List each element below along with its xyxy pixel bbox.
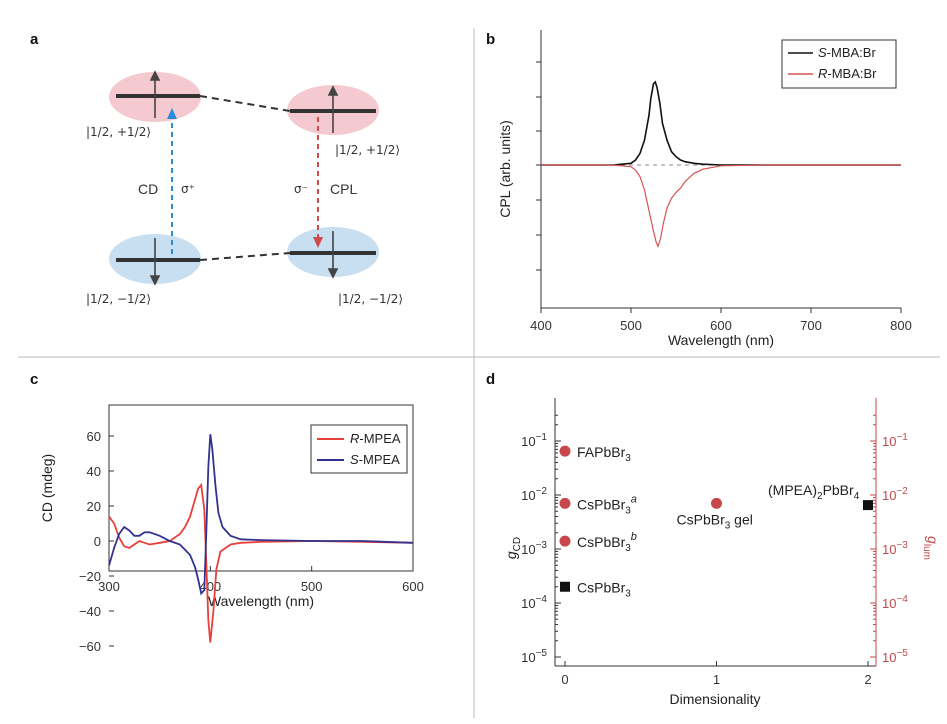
legend-entry: R-MBA:Br bbox=[818, 66, 877, 81]
y-tick-label-left: 10−2 bbox=[521, 486, 547, 503]
y-tick-label-right: 10−4 bbox=[882, 594, 908, 611]
x-tick-label: 500 bbox=[620, 318, 642, 333]
y-tick-label: 0 bbox=[94, 534, 101, 549]
chart-dimensionality: 10−1 10−1 10−2 10−2 10−3 10−3 10−4 10−4 10−5 10−5… bbox=[503, 398, 941, 707]
y-axis-title: CPL (arb. units) bbox=[497, 120, 513, 218]
x-tick-label: 1 bbox=[713, 672, 720, 687]
data-point-label: CsPbBr3 gel bbox=[677, 511, 753, 531]
x-tick-label: 800 bbox=[890, 318, 912, 333]
legend-entry: S-MBA:Br bbox=[818, 45, 876, 60]
y-axis-title-left: gCD bbox=[503, 537, 523, 559]
y-tick-label: 40 bbox=[87, 464, 101, 479]
legend: S-MBA:Br R-MBA:Br bbox=[781, 39, 897, 89]
state-label-down-left: |1/2, −1/2⟩ bbox=[86, 292, 151, 306]
y-axis-title-right: glum bbox=[921, 536, 941, 560]
y-tick-label: −60 bbox=[79, 639, 101, 654]
cd-arrowhead bbox=[167, 108, 177, 119]
cpl-arrowhead bbox=[313, 237, 323, 248]
y-tick-label-right: 10−1 bbox=[882, 432, 908, 449]
y-tick-label: −40 bbox=[79, 604, 101, 619]
data-point-label: CsPbBr3b bbox=[577, 531, 637, 554]
y-tick-label-right: 10−2 bbox=[882, 486, 908, 503]
state-label-up-left: |1/2, +1/2⟩ bbox=[86, 125, 151, 139]
x-axis-title: Dimensionality bbox=[669, 691, 760, 707]
legend-entry: R-MPEA bbox=[350, 431, 401, 446]
dashed-connector-top bbox=[199, 95, 291, 112]
state-label-up-right: |1/2, +1/2⟩ bbox=[335, 143, 400, 157]
x-axis-title: Wavelength (nm) bbox=[668, 332, 774, 348]
data-point-circle bbox=[559, 445, 571, 457]
data-point-circle bbox=[559, 497, 571, 509]
panel-label-a: a bbox=[30, 31, 39, 48]
legend-entry: S-MPEA bbox=[350, 452, 400, 467]
x-tick-label: 500 bbox=[301, 579, 323, 594]
series-line-s-mpea bbox=[108, 434, 414, 596]
data-point-square bbox=[560, 581, 570, 592]
x-tick-label: 0 bbox=[561, 672, 568, 687]
series-line-r-mba bbox=[541, 164, 901, 248]
dashed-connector-bottom bbox=[199, 252, 291, 261]
data-point-label: CsPbBr3a bbox=[577, 493, 637, 516]
data-point-circle bbox=[559, 535, 571, 547]
state-label-down-right: |1/2, −1/2⟩ bbox=[338, 292, 403, 306]
spin-arrowhead-down-left bbox=[149, 275, 161, 286]
series-line-r-mpea bbox=[108, 482, 414, 643]
data-point-label: FAPbBr3 bbox=[577, 444, 631, 464]
sigma-plus-label: σ⁺ bbox=[181, 182, 195, 196]
legend: R-MPEA S-MPEA bbox=[310, 424, 408, 474]
y-tick-label-right: 10−3 bbox=[882, 540, 908, 557]
y-tick-label: 60 bbox=[87, 429, 101, 444]
y-tick-label: 20 bbox=[87, 499, 101, 514]
data-point-label: (MPEA)2PbBr4 bbox=[768, 482, 860, 502]
spin-arrowhead-up-right bbox=[327, 85, 339, 96]
spin-arrowhead-up-left bbox=[149, 70, 161, 81]
x-tick-label: 400 bbox=[530, 318, 552, 333]
cd-label: CD bbox=[138, 181, 158, 197]
x-tick-label: 700 bbox=[800, 318, 822, 333]
x-tick-label: 600 bbox=[402, 579, 424, 594]
data-point-circle bbox=[711, 497, 722, 509]
y-axis-title: CD (mdeg) bbox=[39, 454, 55, 522]
data-point-square bbox=[863, 500, 873, 511]
x-axis-title: Wavelength (nm) bbox=[208, 593, 314, 609]
x-tick-label: 300 bbox=[98, 579, 120, 594]
y-tick-label-left: 10−1 bbox=[521, 432, 547, 449]
y-tick-label: −20 bbox=[79, 569, 101, 584]
plot-frame bbox=[108, 404, 414, 572]
data-point-label: CsPbBr3 bbox=[577, 580, 631, 600]
y-tick-label-left: 10−3 bbox=[521, 540, 547, 557]
spin-arrowhead-down-right bbox=[327, 268, 339, 279]
panel-label-c: c bbox=[30, 371, 38, 388]
legend-box bbox=[781, 39, 897, 89]
energy-level-diagram: |1/2, +1/2⟩ |1/2, +1/2⟩ |1/2, −1/2⟩ |1/2… bbox=[86, 70, 403, 306]
y-tick-label-left: 10−5 bbox=[521, 648, 547, 665]
y-tick-label-left: 10−4 bbox=[521, 594, 547, 611]
sigma-minus-label: σ⁻ bbox=[294, 182, 308, 196]
x-tick-label: 600 bbox=[710, 318, 732, 333]
series-line-s-mba bbox=[541, 80, 901, 166]
x-tick-label: 2 bbox=[864, 672, 871, 687]
panel-label-b: b bbox=[486, 31, 495, 48]
panel-label-d: d bbox=[486, 371, 495, 388]
chart-cpl: 400 500 600 700 800 Wavelength (nm) CPL (arb. … bbox=[497, 30, 912, 348]
cpl-label: CPL bbox=[330, 181, 357, 197]
y-tick-label-right: 10−5 bbox=[882, 648, 908, 665]
legend-box bbox=[310, 424, 408, 474]
